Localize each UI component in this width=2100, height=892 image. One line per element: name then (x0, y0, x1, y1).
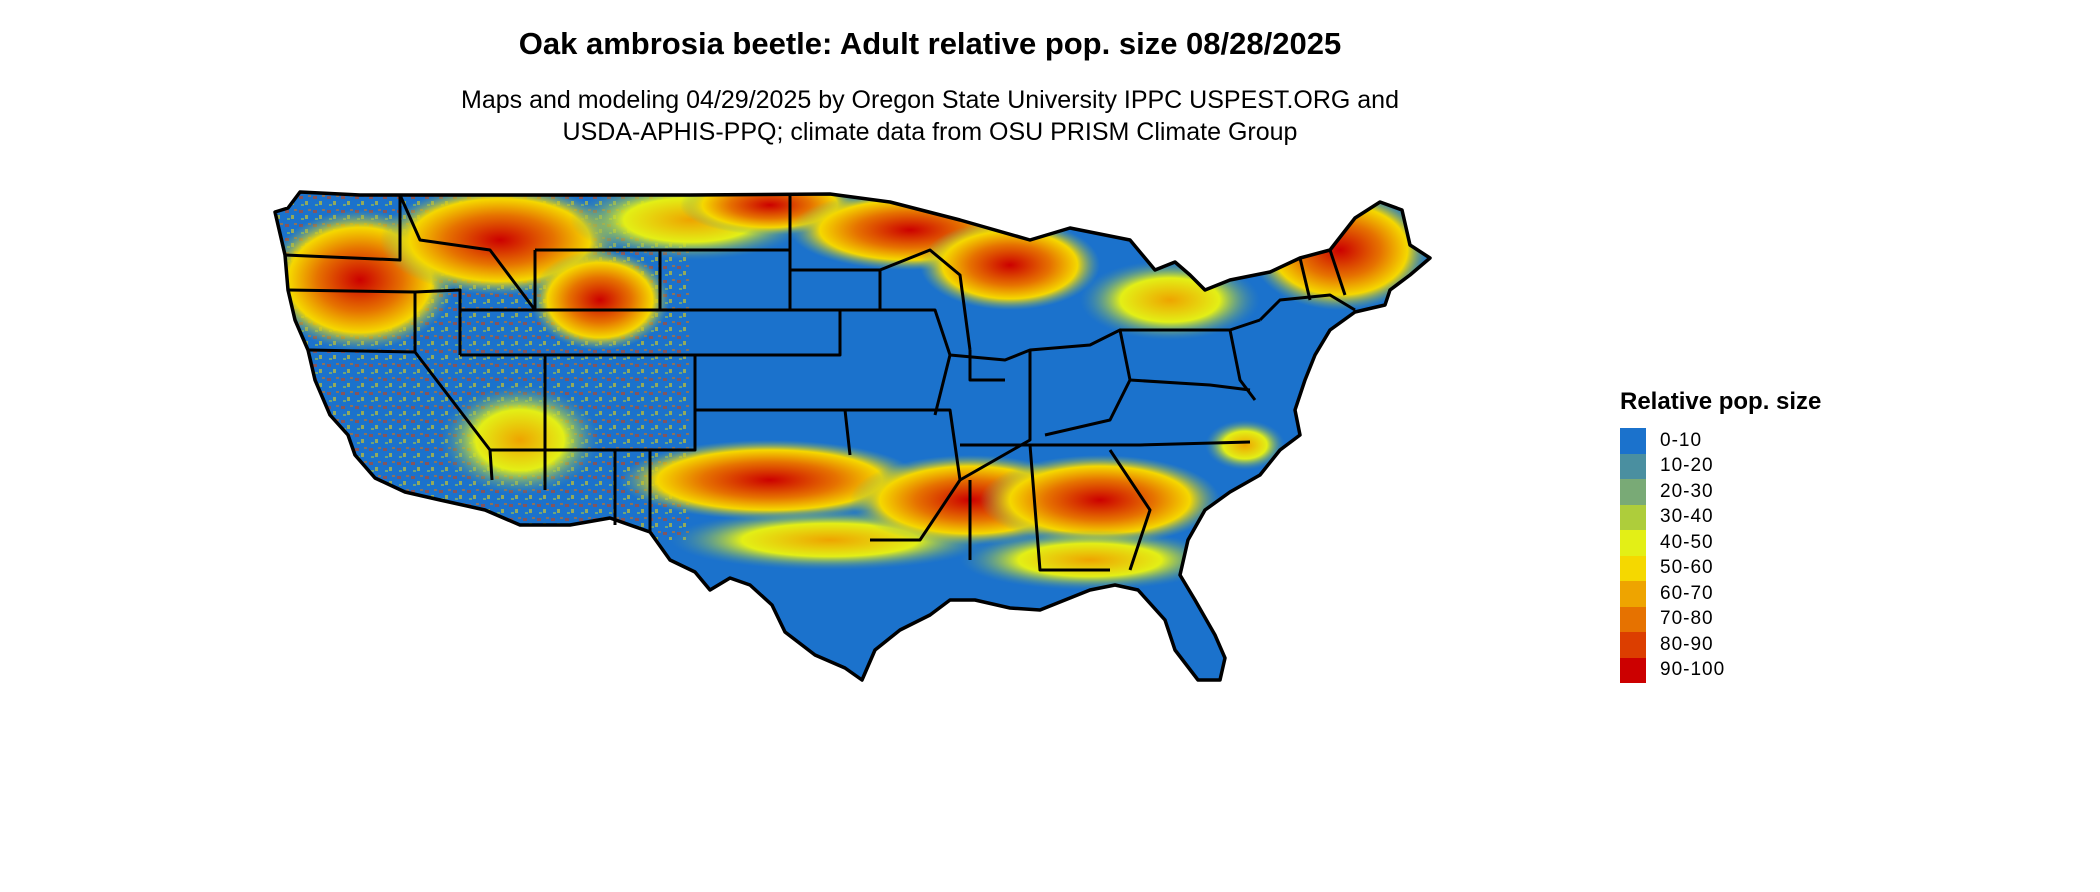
southern-plains-zone (620, 440, 920, 520)
legend-swatch (1620, 504, 1646, 530)
border-oh-wv (1029, 328, 1132, 437)
new-england-zone (1250, 192, 1430, 310)
border-wi-mi (879, 248, 972, 351)
legend-item: 0-10 (1620, 428, 1821, 454)
legend-label: 70-80 (1660, 608, 1714, 630)
legend-swatch (1620, 581, 1646, 607)
border-va-md (1129, 378, 1251, 392)
legend-swatch (1620, 657, 1646, 683)
border-id-mt (398, 194, 537, 311)
legend-item: 10-20 (1620, 453, 1821, 479)
map-title: Oak ambrosia beetle: Adult relative pop.… (518, 26, 1342, 61)
border-ne-ks (695, 308, 842, 357)
legend-label: 80-90 (1660, 633, 1714, 655)
us-outline (273, 190, 1432, 682)
legend-label: 40-50 (1660, 531, 1714, 553)
map-subtitle: Maps and modeling 04/29/2025 by Oregon S… (0, 84, 1860, 148)
border-nj-de (1228, 329, 1257, 401)
legend-item: 70-80 (1620, 606, 1821, 632)
legend-label: 10-20 (1660, 455, 1714, 477)
legend-item: 50-60 (1620, 555, 1821, 581)
legend-title: Relative pop. size (1620, 388, 1822, 415)
border-al-ga-fl (1028, 444, 1110, 572)
carolina-coast-zone (1205, 420, 1285, 470)
southwest-zone (440, 385, 600, 495)
legend-swatch (1620, 632, 1646, 658)
legend-item: 40-50 (1620, 530, 1821, 556)
legend-label: 60-70 (1660, 582, 1714, 604)
legend-label: 20-30 (1660, 480, 1714, 502)
border-ia-mo-il (840, 308, 952, 416)
legend-swatch (1620, 479, 1646, 505)
legend-item: 60-70 (1620, 581, 1821, 607)
upper-michigan-zone (920, 220, 1100, 310)
legend-item: 90-100 (1620, 657, 1821, 683)
border-ny-new-england (1258, 293, 1356, 322)
legend: Relative pop. size 0-10 10-20 20-30 30-40 40… (1620, 388, 1821, 683)
legend-swatch (1620, 453, 1646, 479)
legend-item: 80-90 (1620, 632, 1821, 658)
wyoming-zone (530, 250, 670, 350)
gulf-coast-zone (960, 530, 1220, 590)
legend-item: 30-40 (1620, 504, 1821, 530)
border-ga-sc (1108, 449, 1152, 571)
map-fill (275, 192, 1430, 680)
legend-swatch (1620, 530, 1646, 556)
border-vt-nh (1298, 257, 1312, 301)
legend-swatch (1620, 555, 1646, 581)
legend-swatch (1620, 606, 1646, 632)
border-tn-nc (960, 440, 1251, 447)
legend-item: 20-30 (1620, 479, 1821, 505)
us-population-map (273, 190, 1432, 682)
legend-label: 30-40 (1660, 506, 1714, 528)
subtitle-line-1: Maps and modeling 04/29/2025 by Oregon S… (461, 86, 1399, 114)
border-id-ut (458, 308, 535, 355)
legend-label: 0-10 (1660, 429, 1703, 451)
legend-swatch (1620, 428, 1646, 454)
legend-label: 90-100 (1660, 659, 1726, 681)
state-borders (284, 194, 1356, 572)
border-il-in (968, 350, 1005, 382)
border-wa-or-id (284, 195, 402, 262)
border-nh-me (1328, 249, 1347, 296)
southeast-zone (980, 455, 1220, 545)
legend-items: 0-10 10-20 20-30 30-40 40-50 50-60 60-70 70-80 8… (1620, 428, 1821, 683)
border-mn-ia (788, 195, 882, 310)
subtitle-line-2: USDA-APHIS-PPQ; climate data from OSU PR… (562, 118, 1298, 146)
legend-label: 50-60 (1660, 557, 1714, 579)
